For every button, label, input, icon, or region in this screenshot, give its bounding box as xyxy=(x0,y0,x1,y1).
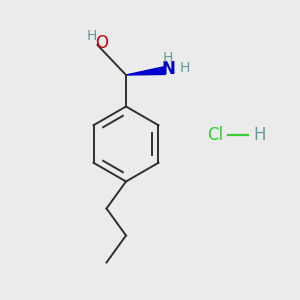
Text: O: O xyxy=(95,34,109,52)
Text: H: H xyxy=(86,29,97,43)
Polygon shape xyxy=(126,67,165,75)
Text: Cl: Cl xyxy=(207,126,223,144)
Text: N: N xyxy=(161,60,175,78)
Text: H: H xyxy=(163,51,173,65)
Text: H: H xyxy=(179,61,190,75)
Text: H: H xyxy=(254,126,266,144)
